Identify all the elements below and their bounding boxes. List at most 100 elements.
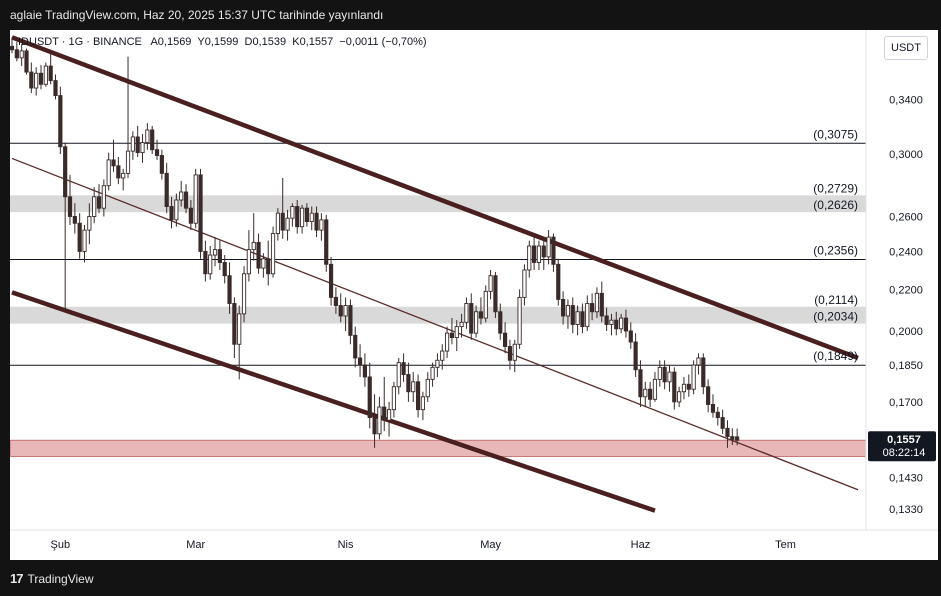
candle-body [203,250,208,275]
candle-body [48,65,53,82]
candle-body [38,72,44,85]
candle-body [208,254,213,275]
price-axis-tick: 0,3400 [889,94,923,106]
candle-body [667,371,672,383]
candle-body [517,296,522,345]
candle-body [348,305,353,336]
candle-body [638,369,643,398]
candle-body [164,172,169,207]
price-axis-tick: 0,2200 [889,284,923,296]
candle-body [169,206,174,221]
candle-body [628,330,633,343]
candle-body [251,241,256,251]
tradingview-logo[interactable]: 17 TradingView [10,571,94,586]
candle-body [401,362,406,375]
candle-body [735,436,740,441]
candle-body [111,159,116,167]
time-axis-label: May [480,539,501,551]
candle-body [232,303,237,345]
tradingview-logo-icon: 17 [10,571,24,586]
candle-body [198,174,203,252]
candlestick-chart[interactable]: (0,2729) (0,2626) (0,2114) (0,2034) (0,3075)… [9,30,938,560]
currency-button[interactable]: USDT [884,36,928,60]
candle-body [280,212,285,231]
candle-body [106,159,111,187]
candle-body [488,275,493,292]
candle-body [227,275,232,304]
candle-body [396,362,401,388]
middle-channel-line [11,157,859,491]
candle-body [478,311,484,319]
candle-body [174,199,179,221]
candle-body [256,241,261,269]
candle-body [710,404,716,413]
candle-body [343,305,348,317]
last-price-tag [868,431,936,462]
candle-body [212,249,218,256]
candle-body [440,350,445,361]
zone-level-label: (0,2114) [814,293,858,307]
candle-body [34,72,39,89]
candle-body [14,49,19,59]
candle-body [72,216,77,224]
candle-body [527,245,532,271]
candle-body [498,311,503,334]
candle-body [459,321,464,328]
candle-body [619,317,624,330]
candle-body [63,146,68,198]
candle-body [353,334,358,359]
footer: 17 TradingView [0,562,941,596]
price-zone [10,195,866,213]
candle-body [125,150,131,174]
candle-body [53,80,58,97]
candle-body [725,427,730,438]
candle-body [309,212,314,222]
candle-body [648,388,653,400]
horizontal-level-label: (0,3075) [813,127,858,141]
candle-body [633,341,638,371]
candle-body [270,233,276,275]
candle-body [604,315,609,325]
candle-body [261,258,266,269]
horizontal-level-label: (0,2356) [813,243,858,257]
candle-body [715,411,720,419]
price-zone [10,306,866,324]
candle-body [145,129,150,144]
low-label: D [244,36,253,48]
publish-header: aglaie TradingView.com, Haz 20, 2025 15:… [0,0,941,30]
candle-body [275,212,280,235]
time-axis-label: Şub [51,539,71,551]
candle-body [290,206,295,219]
price-axis-tick: 0,2400 [889,246,923,258]
candle-body [425,378,430,398]
candle-body [9,45,15,51]
symbol-legend: IDUSDT · 1G · BINANCE A0,1569 Y0,1599 D0… [18,36,427,48]
candle-body [314,212,319,231]
chart-area[interactable]: (0,2729) (0,2626) (0,2114) (0,2034) (0,3075)… [9,30,938,560]
candle-body [121,172,126,179]
candle-body [304,207,309,222]
price-axis-tick: 0,1330 [889,504,923,516]
candle-body [677,391,682,403]
candle-body [319,219,324,231]
candle-body [561,298,566,317]
candle-body [420,396,426,411]
high-value: 0,1599 [204,36,239,48]
low-value: 0,1539 [252,36,287,48]
lower-channel-line [11,290,656,513]
time-axis-label: Haz [631,539,651,551]
candle-body [140,142,145,154]
time-axis-label: Mar [186,539,205,551]
candle-body [575,311,580,325]
zone-level-label: (0,2729) [813,181,858,195]
time-axis-label: Nis [338,539,354,551]
candle-body [532,245,537,263]
candle-body [96,196,102,209]
price-axis-tick: 0,2000 [889,326,923,338]
candle-body [372,417,377,435]
candle-body [135,136,140,154]
candle-body [386,409,392,421]
horizontal-level-label: (0,1849) [813,349,858,363]
candle-body [507,346,513,361]
candle-body [609,319,614,325]
